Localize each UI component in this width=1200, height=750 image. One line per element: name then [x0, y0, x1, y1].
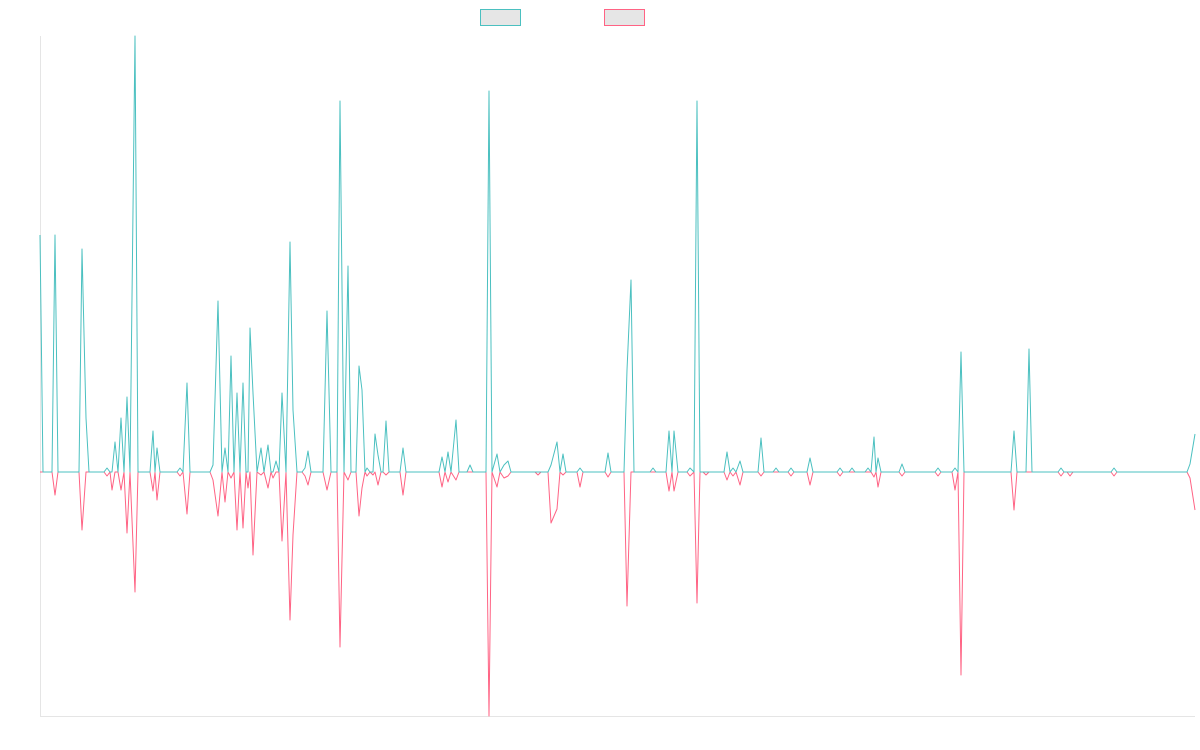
legend-swatch[interactable]: [480, 9, 521, 26]
legend-swatch[interactable]: [604, 9, 645, 26]
series-line: [40, 471, 1196, 717]
series-line: [39, 35, 1196, 473]
